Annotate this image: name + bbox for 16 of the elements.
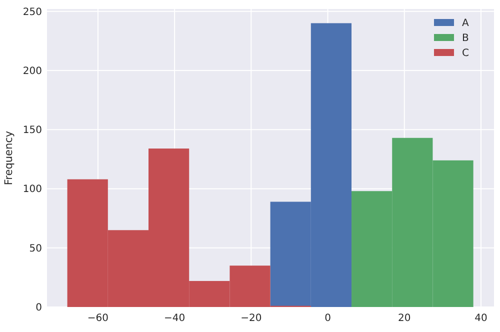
x-tick-label: 0	[324, 313, 331, 324]
x-tick-label: −40	[164, 313, 186, 324]
y-tick-label: 200	[22, 66, 42, 77]
x-tick-label: −60	[87, 313, 108, 324]
y-tick-label: 0	[36, 302, 42, 314]
y-tick-label: 100	[22, 184, 42, 196]
legend-label: B	[462, 33, 469, 44]
legend-label: C	[462, 48, 469, 59]
legend-label: A	[462, 18, 469, 29]
y-tick-label: 150	[22, 125, 42, 136]
y-tick-label: 50	[29, 243, 42, 254]
x-tick-label: 40	[474, 313, 488, 324]
x-tick-label: −20	[240, 313, 262, 324]
x-tick-label: 20	[398, 313, 411, 324]
y-tick-label: 250	[22, 6, 42, 18]
y-axis-title: Frequency	[3, 130, 15, 186]
